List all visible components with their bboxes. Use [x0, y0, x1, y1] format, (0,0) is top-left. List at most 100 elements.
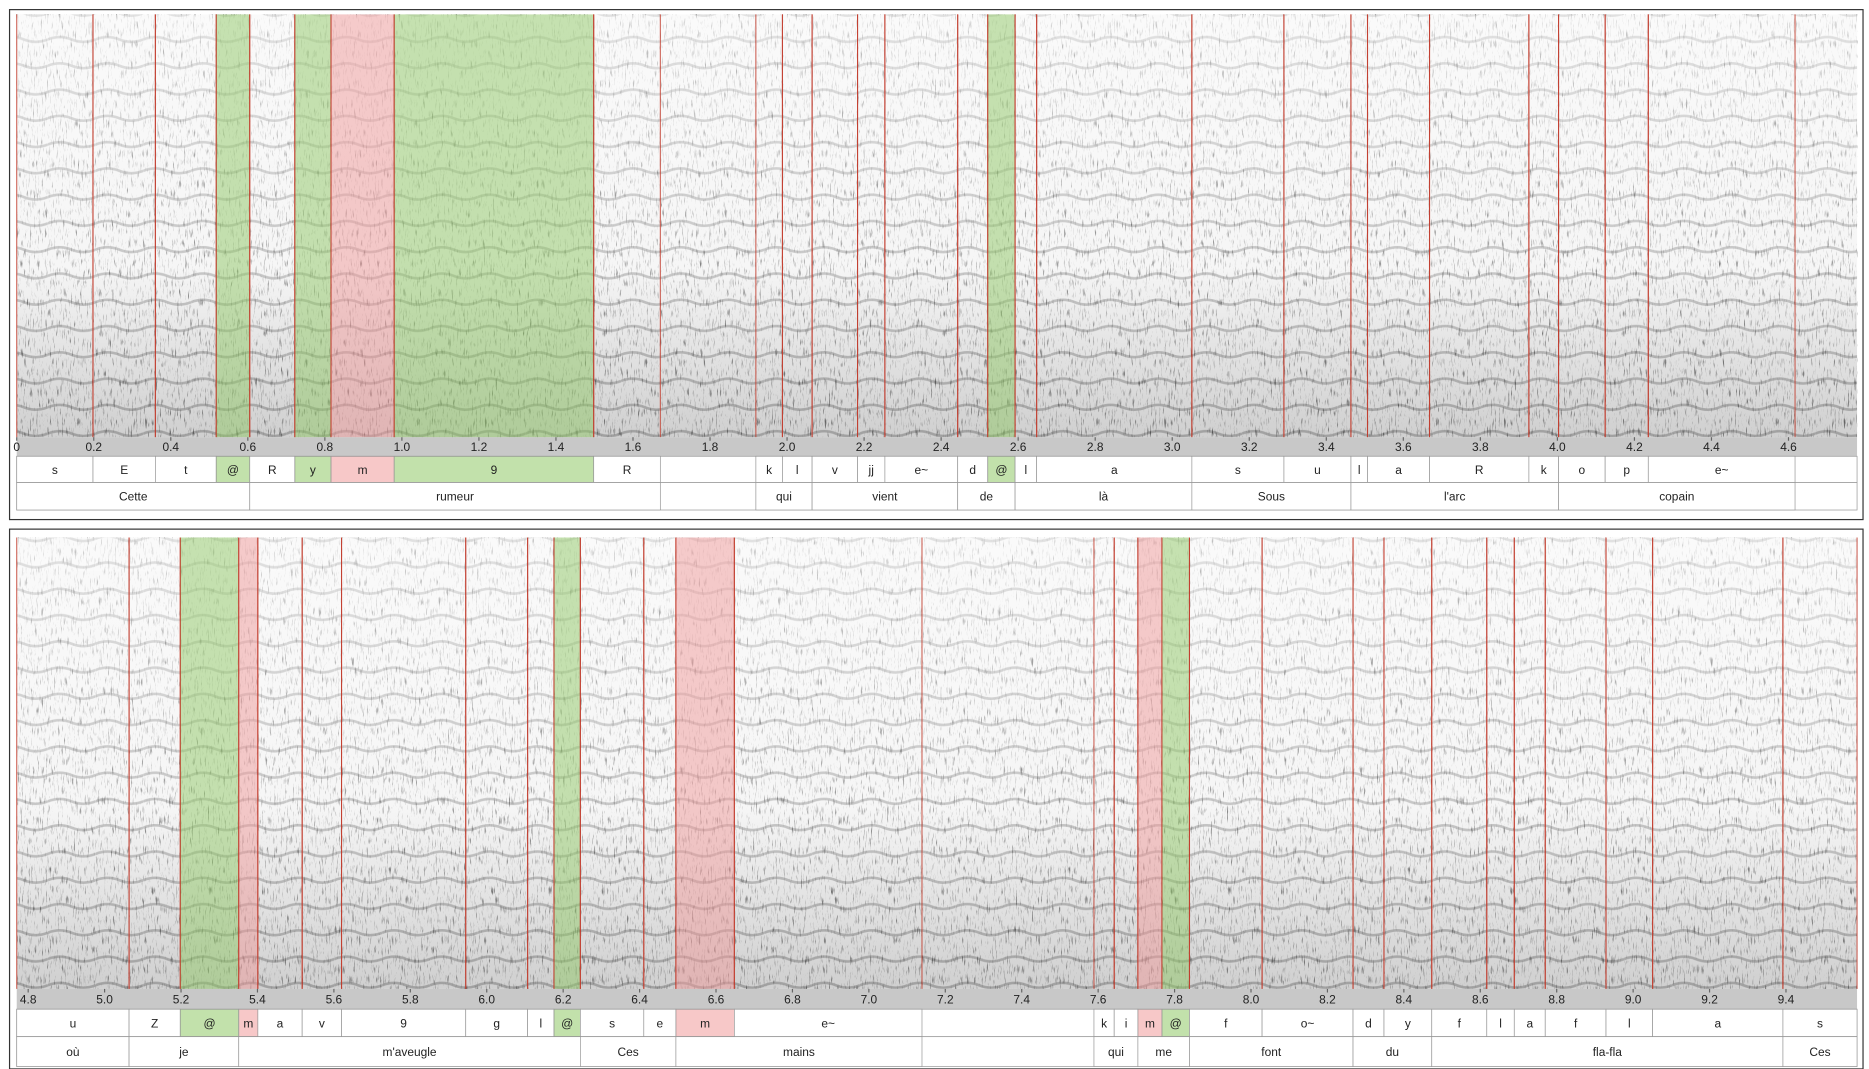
interval-label: u [70, 1016, 77, 1030]
highlight-band [216, 14, 250, 438]
interval [179, 1008, 240, 1038]
highlight-band [331, 14, 395, 438]
interval-label: Sous [1258, 490, 1285, 504]
x-tick-label: 5.4 [249, 992, 266, 1006]
x-tick-label: 3.0 [1164, 440, 1181, 454]
interval-label: jj [868, 463, 874, 477]
interval-label: t [184, 463, 188, 477]
interval-label: e~ [1715, 463, 1729, 477]
interval [1429, 455, 1530, 483]
x-tick-label: 9.0 [1625, 992, 1642, 1006]
x-tick-label: 4.2 [1626, 440, 1643, 454]
x-tick-label: 1.6 [625, 440, 642, 454]
interval [301, 1008, 342, 1038]
interval [957, 482, 1016, 511]
highlight-band [238, 537, 258, 989]
highlight-band [553, 537, 581, 989]
interval [782, 455, 813, 483]
x-tick-label: 8.2 [1319, 992, 1336, 1006]
interval [1189, 1036, 1354, 1067]
interval [1558, 482, 1796, 511]
interval-label: l [1358, 463, 1361, 477]
interval-label: y [1405, 1016, 1411, 1030]
highlight-band [294, 14, 332, 438]
interval-label: là [1099, 490, 1109, 504]
interval [294, 455, 332, 483]
interval-label: 9 [400, 1016, 407, 1030]
interval-label: a [1111, 463, 1118, 477]
x-tick-label: 3.6 [1395, 440, 1412, 454]
interval-label: d [969, 463, 976, 477]
interval [675, 1008, 735, 1038]
interval [884, 455, 959, 483]
interval-label: s [1235, 463, 1241, 477]
spectrogram-shade [16, 537, 1858, 989]
interval-label: 9 [491, 463, 498, 477]
x-tick-label: 1.0 [394, 440, 411, 454]
interval-label: je [178, 1045, 189, 1059]
x-tick-label: 4.0 [1549, 440, 1566, 454]
interval [593, 455, 661, 483]
highlight-band [675, 537, 735, 989]
x-tick-label: 4.8 [20, 992, 37, 1006]
interval-label: d [1365, 1016, 1372, 1030]
interval-label: qui [776, 490, 792, 504]
x-tick-label: 9.2 [1701, 992, 1718, 1006]
spectrogram-shade [16, 14, 1858, 438]
interval [1093, 1036, 1139, 1067]
interval [1652, 1008, 1784, 1038]
interval-label: fla-fla [1593, 1045, 1623, 1059]
x-tick-label: 5.8 [402, 992, 419, 1006]
interval-label: u [1314, 463, 1321, 477]
time-axis [16, 988, 1858, 1010]
interval [16, 1008, 130, 1038]
interval-label: f [1458, 1016, 1462, 1030]
x-tick-label: 7.0 [861, 992, 878, 1006]
interval [1431, 1036, 1784, 1067]
interval-label: i [1125, 1016, 1128, 1030]
interval [249, 482, 661, 511]
interval-label: v [319, 1016, 325, 1030]
x-tick-label: 7.8 [1166, 992, 1183, 1006]
interval-label: @ [561, 1016, 573, 1030]
interval [1486, 1008, 1515, 1038]
interval-label: m [243, 1016, 253, 1030]
interval-label: e~ [914, 463, 928, 477]
interval-label: k [1541, 463, 1547, 477]
interval-label: g [493, 1016, 500, 1030]
interval-label: Ces [618, 1045, 639, 1059]
x-tick-label: 7.4 [1013, 992, 1030, 1006]
interval [1036, 455, 1193, 483]
interval-label: a [1714, 1016, 1721, 1030]
interval [16, 1036, 130, 1067]
interval-label: Ces [1809, 1045, 1830, 1059]
x-tick-label: 4.6 [1780, 440, 1797, 454]
interval-label: mains [783, 1045, 815, 1059]
highlight-band [180, 537, 239, 989]
x-tick-label: 0.4 [162, 440, 179, 454]
interval-label: e [657, 1016, 664, 1030]
interval-label: du [1386, 1045, 1399, 1059]
x-tick-label: 2.2 [856, 440, 873, 454]
x-tick-label: 2.8 [1087, 440, 1104, 454]
interval [1431, 1008, 1488, 1038]
interval-label: m [358, 463, 368, 477]
interval [1558, 455, 1606, 483]
interval [1283, 455, 1352, 483]
interval-label: copain [1659, 490, 1694, 504]
interval-label: l [539, 1016, 542, 1030]
interval [1137, 1036, 1190, 1067]
x-tick-label: 6.4 [631, 992, 648, 1006]
interval [257, 1008, 303, 1038]
interval-label: m'aveugle [383, 1045, 437, 1059]
x-tick-label: 0.2 [85, 440, 102, 454]
interval [811, 482, 959, 511]
interval [1161, 1008, 1190, 1038]
interval-label: v [832, 463, 838, 477]
x-tick-label: 5.0 [96, 992, 113, 1006]
interval [957, 455, 989, 483]
highlight-band [394, 14, 594, 438]
interval [755, 455, 783, 483]
interval-label: s [609, 1016, 615, 1030]
